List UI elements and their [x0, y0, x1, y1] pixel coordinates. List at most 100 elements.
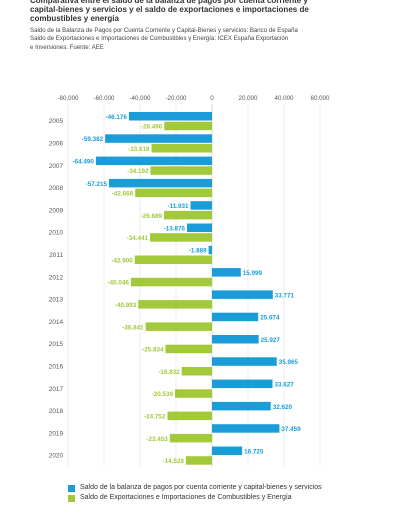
data-label-series-1: -64.490	[73, 159, 95, 166]
chart-legend: Saldo de la balanza de pagos por cuenta …	[68, 483, 322, 503]
legend-item-series-2: Saldo de Exportaciones e Importaciones d…	[68, 493, 322, 503]
data-label-series-1: 25.927	[261, 337, 281, 344]
data-label-series-2: -42.668	[112, 191, 134, 198]
y-tick-label: 2011	[49, 252, 63, 259]
data-label-series-2: -25.834	[142, 347, 164, 354]
data-label-series-1: 35.965	[279, 359, 299, 366]
bar-series-2	[167, 411, 212, 421]
bar-series-1	[187, 223, 212, 232]
bar-series-1	[212, 312, 259, 322]
y-tick-label: 2005	[49, 118, 64, 125]
x-tick-label: 40.000	[275, 95, 294, 102]
bar-series-2	[175, 389, 212, 398]
data-label-series-1: -46.176	[106, 114, 128, 121]
y-tick-label: 2014	[49, 319, 64, 326]
bar-series-1	[105, 134, 212, 143]
data-label-series-2: -26.496	[141, 124, 163, 131]
y-tick-label: 2010	[49, 230, 64, 237]
x-tick-label: -60.000	[94, 95, 116, 102]
y-tick-label: 2016	[49, 363, 64, 370]
bar-layer	[95, 112, 280, 465]
bar-series-2	[151, 144, 212, 153]
legend-label-series-1: Saldo de la balanza de pagos por cuenta …	[80, 484, 322, 492]
data-label-series-2: -42.900	[111, 257, 133, 264]
legend-swatch-series-2	[68, 494, 75, 502]
y-tick-label: 2019	[49, 430, 64, 437]
chart-sources: Saldo de la Balanza de Pagos por Cuenta …	[30, 27, 298, 51]
data-label-series-2: -24.752	[144, 414, 166, 421]
bar-series-1	[212, 268, 241, 277]
data-label-series-2: -16.832	[158, 369, 180, 376]
bar-series-2	[138, 300, 212, 309]
bar-series-2	[134, 255, 212, 264]
bar-series-1	[128, 112, 212, 121]
x-tick-label: 20.000	[239, 95, 258, 102]
data-label-series-1: 37.459	[281, 426, 301, 433]
bar-series-2	[135, 188, 212, 198]
data-label-series-2: -34.441	[127, 235, 149, 242]
x-tick-label: -80.000	[58, 95, 80, 102]
y-tick-label: 2015	[49, 341, 64, 348]
legend-label-series-2: Saldo de Exportaciones e Importaciones d…	[80, 494, 292, 502]
label-layer: -46.176 -26.496 -59.382 -33.618 -64.490 -34.1…	[73, 114, 302, 465]
y-tick-label: 2020	[49, 453, 64, 460]
x-tick-label: 60.000	[311, 95, 330, 102]
bar-series-2	[169, 433, 212, 443]
y-tick-label: 2007	[49, 163, 64, 170]
bar-series-2	[185, 456, 212, 465]
data-label-series-2: -26.689	[141, 213, 163, 220]
data-label-series-2: -45.046	[108, 280, 130, 287]
y-tick-label: 2013	[49, 297, 64, 304]
bar-series-2	[150, 233, 212, 242]
bar-series-2	[165, 344, 212, 354]
bar-series-2	[163, 210, 212, 220]
bar-series-1	[212, 401, 271, 411]
bar-series-1	[212, 446, 243, 455]
data-label-series-2: -20.539	[152, 391, 174, 398]
data-label-series-1: -13.876	[164, 225, 186, 232]
data-label-series-2: -14.528	[162, 458, 184, 465]
data-label-series-1: -57.215	[86, 181, 108, 188]
y-tick-label: 2017	[49, 386, 64, 393]
data-label-series-1: 33.627	[275, 382, 295, 389]
y-tick-label: 2018	[49, 408, 64, 415]
x-tick-label: -40.000	[130, 95, 152, 102]
y-tick-label: 2006	[49, 140, 64, 147]
x-tick-label: 0	[210, 95, 214, 102]
bar-series-1	[212, 379, 273, 389]
bar-series-1	[190, 201, 212, 210]
data-label-series-1: 16.725	[244, 448, 264, 455]
data-label-series-2: -40.993	[115, 302, 137, 309]
bar-series-1	[95, 156, 212, 166]
data-label-series-1: 33.771	[275, 292, 295, 299]
bar-series-1	[212, 335, 259, 344]
data-label-series-1: 25.674	[260, 315, 280, 322]
y-tick-label: 2009	[49, 207, 64, 214]
bar-series-1	[208, 245, 212, 255]
bar-series-2	[145, 322, 212, 331]
data-label-series-2: -36.841	[122, 324, 144, 331]
data-label-series-1: 32.620	[273, 404, 293, 411]
data-label-series-1: -11.931	[168, 203, 190, 210]
bar-series-1	[212, 357, 277, 366]
bar-series-2	[130, 277, 212, 287]
x-tick-label: -20.000	[166, 95, 188, 102]
legend-item-series-1: Saldo de la balanza de pagos por cuenta …	[68, 483, 322, 493]
legend-swatch-series-1	[68, 484, 75, 492]
y-tick-label: 2008	[49, 185, 64, 192]
bar-series-1	[212, 290, 273, 299]
bar-series-2	[150, 166, 212, 175]
bar-series-1	[109, 178, 212, 188]
data-label-series-2: -33.618	[128, 146, 150, 153]
tick-layer: -80.000 -60.000 -40.000 -20.000 0 20.000 40.00…	[49, 95, 330, 460]
bar-series-2	[164, 121, 212, 131]
chart-title: Comparativa entre el saldo de la balanza…	[30, 0, 309, 23]
data-label-series-1: -1.889	[189, 248, 207, 255]
data-label-series-2: -34.192	[127, 168, 149, 175]
data-label-series-1: 15.999	[243, 270, 263, 277]
bar-series-1	[212, 424, 280, 433]
data-label-series-2: -23.453	[146, 436, 168, 443]
bar-series-2	[181, 367, 212, 376]
